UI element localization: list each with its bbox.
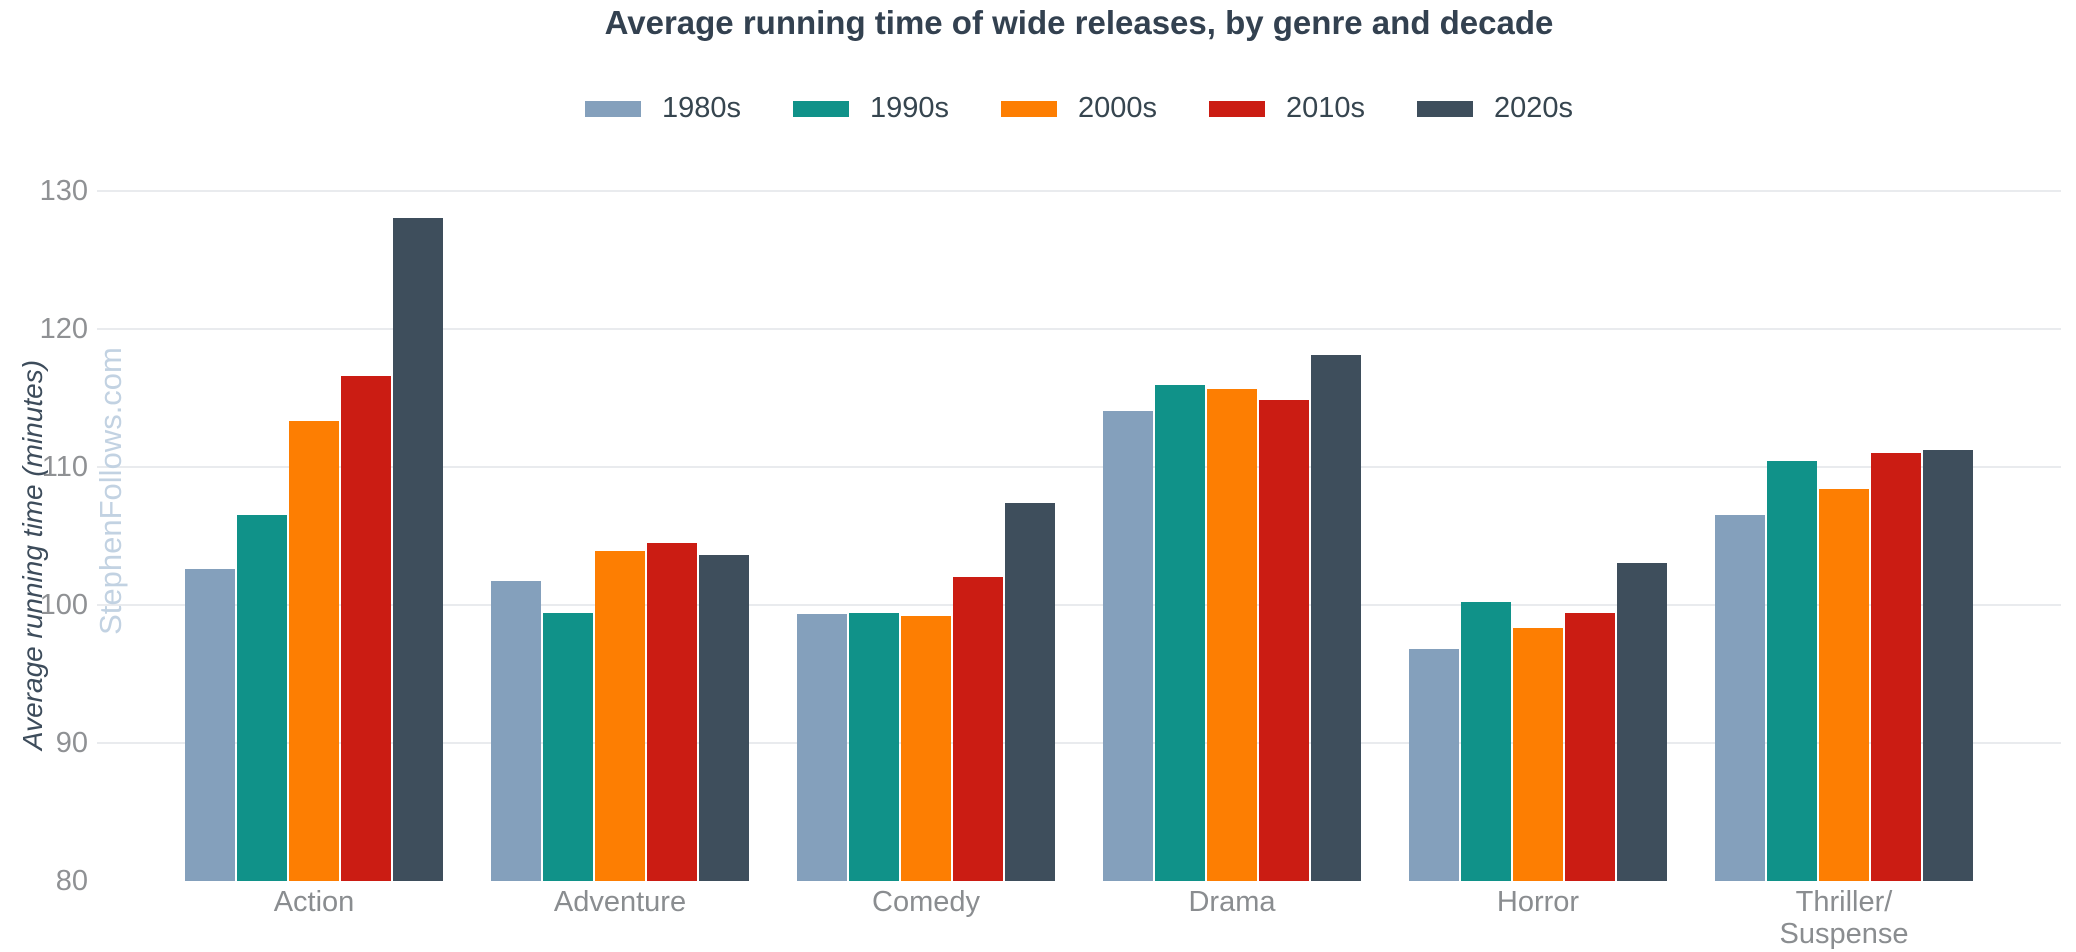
bar bbox=[1005, 502, 1055, 881]
legend-item: 1980s bbox=[584, 92, 741, 125]
bar bbox=[1259, 400, 1309, 881]
bar bbox=[901, 615, 951, 881]
legend-item: 2000s bbox=[1000, 92, 1157, 125]
x-axis-category-label: Adventure bbox=[553, 886, 687, 918]
bar bbox=[491, 581, 541, 881]
bar bbox=[1819, 488, 1869, 881]
bar bbox=[1871, 452, 1921, 881]
bar bbox=[1617, 563, 1667, 881]
bar bbox=[341, 375, 391, 881]
legend-swatch bbox=[1209, 100, 1265, 117]
x-axis-category-label: Action bbox=[273, 886, 355, 918]
gridline bbox=[97, 603, 2061, 606]
gridline bbox=[97, 327, 2061, 330]
legend-item-label: 1980s bbox=[661, 92, 741, 124]
bar bbox=[1513, 628, 1563, 881]
y-tick-label: 80 bbox=[55, 865, 88, 897]
bar bbox=[1155, 385, 1205, 881]
bar bbox=[289, 421, 339, 881]
bar bbox=[185, 568, 235, 881]
x-axis-category-label: Drama bbox=[1188, 886, 1276, 918]
y-tick-label: 100 bbox=[39, 588, 88, 621]
legend-swatch bbox=[1000, 100, 1057, 117]
gridline bbox=[97, 189, 2061, 192]
bar bbox=[1461, 602, 1511, 881]
legend-item-label: 2010s bbox=[1286, 92, 1366, 124]
bar bbox=[1311, 354, 1361, 881]
x-axis-category-label: Comedy bbox=[872, 886, 980, 918]
bar bbox=[699, 555, 749, 881]
legend-item: 1990s bbox=[792, 92, 949, 125]
bar bbox=[237, 515, 287, 881]
y-tick-label: 110 bbox=[41, 450, 88, 483]
gridline bbox=[97, 465, 2061, 468]
legend-swatch bbox=[584, 100, 641, 117]
x-axis-category-label: Thriller/Suspense bbox=[1779, 886, 1909, 950]
legend-item-label: 2020s bbox=[1494, 92, 1574, 124]
legend-swatch bbox=[792, 100, 849, 117]
watermark: StephenFollows.com bbox=[93, 347, 128, 635]
gridline bbox=[97, 741, 2061, 744]
chart-title: Average running time of wide releases, b… bbox=[604, 4, 1554, 41]
bar bbox=[797, 614, 847, 881]
legend-item-label: 2000s bbox=[1077, 92, 1157, 124]
bar bbox=[1207, 389, 1257, 881]
y-tick-label: 130 bbox=[39, 174, 88, 207]
bar bbox=[1409, 648, 1459, 881]
bar bbox=[393, 218, 443, 881]
bar bbox=[1103, 411, 1153, 881]
legend-swatch bbox=[1417, 100, 1474, 117]
bar bbox=[953, 577, 1003, 881]
x-axis-category-label: Horror bbox=[1496, 886, 1580, 918]
y-tick-label: 90 bbox=[55, 726, 88, 759]
y-tick-label: 120 bbox=[39, 312, 88, 345]
legend: 1980s 1990s 2000s 2010s 2020s bbox=[97, 92, 2061, 125]
bar bbox=[849, 613, 899, 881]
bar bbox=[595, 550, 645, 881]
bar bbox=[647, 542, 697, 881]
bar bbox=[1767, 461, 1817, 881]
bar bbox=[1715, 515, 1765, 881]
legend-item: 2020s bbox=[1417, 92, 1573, 125]
bar bbox=[1923, 450, 1973, 881]
bar bbox=[1565, 613, 1615, 881]
legend-item-label: 1990s bbox=[869, 92, 949, 124]
y-axis-label: Average running time (minutes) bbox=[17, 359, 48, 751]
legend-item: 2010s bbox=[1209, 92, 1365, 125]
bar bbox=[543, 613, 593, 881]
